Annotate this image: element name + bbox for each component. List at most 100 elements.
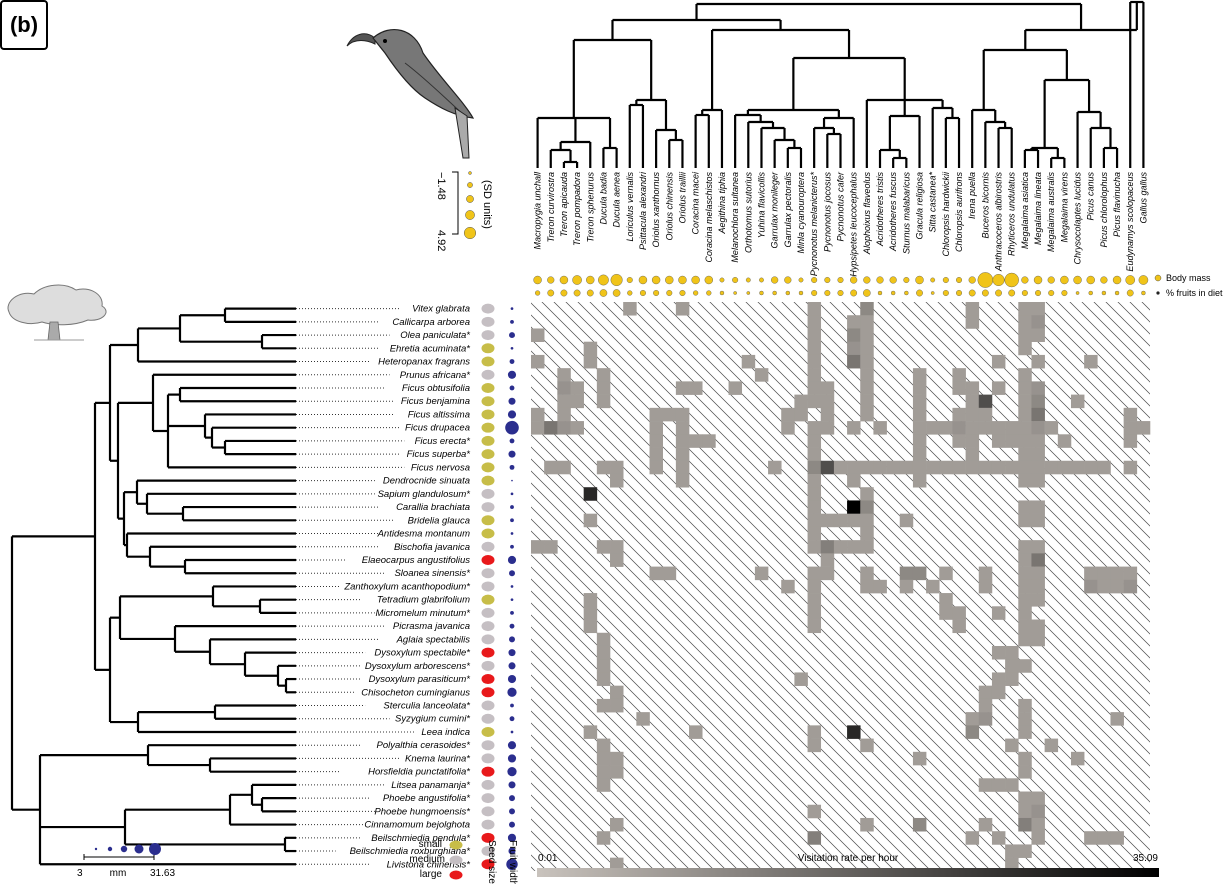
seed-size-marker <box>481 475 495 486</box>
seed-size-marker <box>481 766 495 777</box>
plant-label: Litsea panamanja* <box>391 780 470 791</box>
fruit-pct-marker <box>627 290 633 296</box>
plant-label: Antidesma montanum <box>377 529 470 540</box>
heatmap-cell <box>1018 817 1032 832</box>
seed-size-marker <box>481 435 495 446</box>
heatmap-cell <box>689 434 703 448</box>
fruit-width-marker <box>507 687 517 697</box>
heatmap-cell <box>1031 473 1045 488</box>
heatmap-cell <box>570 421 584 435</box>
seed-size-marker <box>481 502 495 513</box>
bird-label: Treron sphenurus <box>585 172 595 243</box>
bird-phylogeny <box>536 0 1145 168</box>
heatmap-cell <box>1084 566 1098 581</box>
fruit-pct-marker <box>890 290 896 296</box>
heatmap-cell <box>675 460 690 475</box>
sd-legend-marker <box>465 210 475 220</box>
fruit-pct-marker <box>916 289 923 297</box>
heatmap-cell <box>675 421 690 435</box>
fruit-width-marker <box>507 370 517 379</box>
heatmap-cell <box>610 685 624 700</box>
body-mass-marker <box>1138 275 1149 285</box>
seed-size-title: Seed size <box>486 840 497 884</box>
heatmap-cell <box>596 659 611 673</box>
fruit-width-marker <box>509 821 515 828</box>
heatmap-cell <box>675 407 690 422</box>
fruit-pct-marker <box>1048 290 1055 297</box>
heatmap-cell <box>636 712 650 726</box>
heatmap-cell <box>965 407 980 422</box>
heatmap-cell <box>596 672 611 686</box>
plant-label: Dysoxylum arborescens* <box>365 661 470 672</box>
heatmap-cell <box>1097 460 1111 475</box>
plant-trait-markers <box>481 303 519 870</box>
heatmap-cell <box>1031 540 1045 554</box>
body-mass-marker <box>1060 275 1069 285</box>
seed-size-marker <box>481 674 495 685</box>
heatmap-cell <box>912 447 927 462</box>
bird-label: Ducula aenea <box>612 172 622 228</box>
body-mass-marker <box>863 276 871 284</box>
heatmap-cell <box>1123 566 1138 581</box>
heatmap-cell <box>1018 447 1032 462</box>
heatmap-cell <box>1018 659 1032 673</box>
heatmap-cell <box>820 540 835 554</box>
body-mass-marker <box>651 275 661 285</box>
heatmap-cell <box>1110 579 1124 594</box>
heatmap-cell <box>741 354 756 369</box>
body-mass-marker <box>626 277 633 284</box>
bird-label: Gallus gallus <box>1138 172 1148 224</box>
heatmap-cell <box>1018 579 1032 594</box>
heatmap-cell <box>807 606 822 620</box>
seed-size-marker <box>481 793 495 804</box>
fruit-pct-marker <box>1088 290 1093 296</box>
hatched-background <box>531 302 1150 871</box>
heatmap-cell <box>899 579 914 594</box>
heatmap-cell <box>596 632 611 647</box>
heatmap-cell <box>1018 553 1032 567</box>
heatmap-cell <box>781 421 795 435</box>
heatmap-cell <box>662 407 677 422</box>
heatmap-cell <box>807 328 822 342</box>
bird-label: Oriolus traillii <box>677 171 687 224</box>
heatmap-cell <box>860 394 874 409</box>
heatmap-cell <box>1123 434 1138 448</box>
fruit-width-marker <box>506 858 518 870</box>
heatmap-cell <box>1031 593 1045 607</box>
heatmap-cell <box>1018 500 1032 514</box>
plant-label: Beilschmiedia roxburghiana* <box>350 846 471 857</box>
heatmap-cell <box>807 540 822 554</box>
heatmap-cell <box>1123 407 1138 422</box>
body-mass-marker <box>638 275 648 285</box>
heatmap-cell <box>1018 619 1032 634</box>
heatmap-cell <box>978 407 993 422</box>
bird-label: Megalaima virens <box>1059 172 1069 243</box>
seed-size-marker <box>481 859 495 870</box>
heatmap-cell <box>939 606 953 620</box>
heatmap-cell <box>1005 460 1019 475</box>
heatmap-cell <box>649 460 663 475</box>
body-mass-marker <box>610 274 623 287</box>
plant-label: Leea indica <box>421 727 470 738</box>
heatmap-cell <box>978 394 993 409</box>
heatmap-cell <box>675 447 690 462</box>
fruit-width-marker <box>509 464 515 470</box>
fruit-width-marker <box>509 385 515 391</box>
bird-label: Sitta castanea* <box>928 172 938 233</box>
body-mass-marker <box>572 275 582 285</box>
heatmap-cell <box>873 421 887 435</box>
heatmap-cell <box>1005 645 1019 660</box>
bird-label: Picus flavinucha <box>1112 172 1122 237</box>
heatmap-cell <box>952 368 966 382</box>
heatmap-cell <box>860 540 874 554</box>
seed-size-marker <box>481 316 495 327</box>
heatmap-cell <box>1018 725 1032 739</box>
heatmap-cell <box>807 473 822 488</box>
heatmap-cell <box>1018 394 1032 409</box>
heatmap-cell <box>754 566 769 581</box>
fruit-pct-marker <box>653 290 660 297</box>
seed-size-marker <box>481 647 495 658</box>
body-mass-marker <box>889 276 897 284</box>
heatmap-cell <box>1070 751 1085 766</box>
